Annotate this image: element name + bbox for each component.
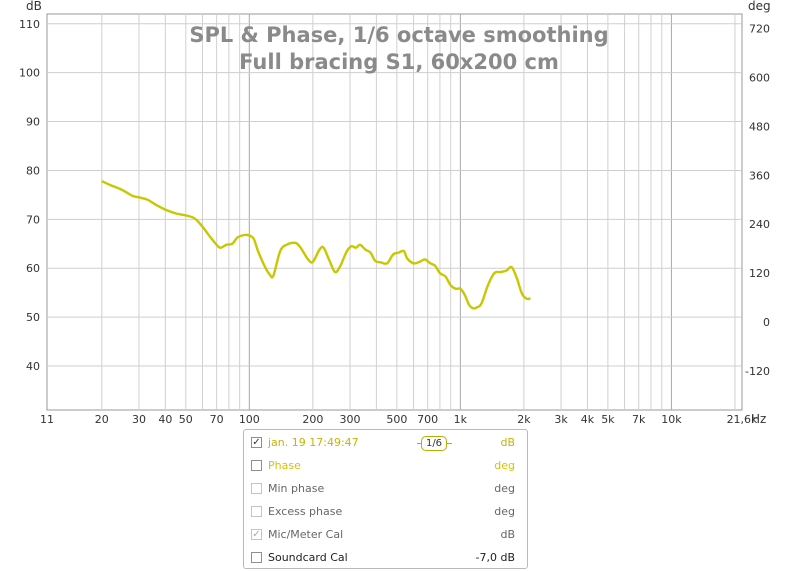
grid	[47, 14, 742, 410]
y-right-tick-label: 120	[749, 267, 770, 280]
excess-phase-unit: deg	[494, 505, 515, 518]
x-tick-label: 50	[179, 413, 193, 426]
chart-title-line-2: Full bracing S1, 60x200 cm	[239, 50, 559, 74]
x-tick-label: 700	[417, 413, 438, 426]
x-tick-label: 500	[386, 413, 407, 426]
plot-area	[46, 13, 743, 411]
mic-cal-checkbox[interactable]	[251, 529, 262, 540]
legend-row-phase[interactable]: Phase deg	[251, 457, 520, 475]
measurement-unit: dB	[500, 436, 515, 449]
x-tick-label: 11	[40, 413, 54, 426]
mic-cal-label: Mic/Meter Cal	[268, 528, 344, 541]
soundcard-cal-label: Soundcard Cal	[268, 551, 348, 564]
left-axis-unit: dB	[26, 0, 42, 13]
legend-panel: jan. 19 17:49:47 1/6 dB Phase deg Min ph…	[243, 429, 528, 569]
x-tick-label: 2k	[517, 413, 531, 426]
x-tick-label: 21,6k	[727, 413, 758, 426]
measurement-label: jan. 19 17:49:47	[268, 436, 359, 449]
legend-row-measurement[interactable]: jan. 19 17:49:47 1/6 dB	[251, 434, 520, 452]
x-tick-label: 100	[239, 413, 260, 426]
y-right-tick-label: 720	[749, 23, 770, 36]
phase-label: Phase	[268, 459, 301, 472]
y-left-tick-label: 80	[26, 164, 40, 177]
x-tick-label: 40	[158, 413, 172, 426]
y-left-tick-label: 110	[19, 18, 40, 31]
phase-checkbox[interactable]	[251, 460, 262, 471]
axis-ticks: 11 20 30 40 50 70 100 200 300 500 700 1k 2k 3k 4k 5k 7k 1…	[19, 18, 770, 426]
x-axis-unit: Hz	[751, 412, 766, 426]
x-tick-label: 200	[302, 413, 323, 426]
y-right-tick-label: 480	[749, 120, 770, 133]
x-tick-label: 70	[210, 413, 224, 426]
smoothing-badge[interactable]: 1/6	[421, 436, 447, 451]
x-tick-label: 5k	[601, 413, 615, 426]
legend-row-mic-cal[interactable]: Mic/Meter Cal dB	[251, 526, 520, 544]
right-axis-unit: deg	[748, 0, 771, 13]
x-tick-label: 300	[340, 413, 361, 426]
x-tick-label: 7k	[632, 413, 646, 426]
min-phase-checkbox[interactable]	[251, 483, 262, 494]
y-right-tick-label: -120	[745, 365, 770, 378]
min-phase-label: Min phase	[268, 482, 325, 495]
y-left-tick-label: 70	[26, 213, 40, 226]
legend-row-min-phase[interactable]: Min phase deg	[251, 480, 520, 498]
legend-row-soundcard-cal[interactable]: Soundcard Cal -7,0 dB	[251, 549, 520, 567]
legend-row-excess-phase[interactable]: Excess phase deg	[251, 503, 520, 521]
soundcard-cal-checkbox[interactable]	[251, 552, 262, 563]
y-left-tick-label: 100	[19, 67, 40, 80]
excess-phase-label: Excess phase	[268, 505, 343, 518]
phase-unit: deg	[494, 459, 515, 472]
y-right-tick-label: 600	[749, 72, 770, 85]
x-tick-label: 20	[95, 413, 109, 426]
y-right-tick-label: 0	[763, 316, 770, 329]
spl-series-line	[101, 180, 531, 310]
y-left-tick-label: 40	[26, 360, 40, 373]
soundcard-cal-value: -7,0 dB	[475, 551, 516, 564]
x-tick-label: 3k	[554, 413, 568, 426]
x-tick-label: 1k	[454, 413, 468, 426]
min-phase-unit: deg	[494, 482, 515, 495]
chart-title-line-1: SPL & Phase, 1/6 octave smoothing	[189, 23, 608, 47]
y-right-tick-label: 360	[749, 169, 770, 182]
x-tick-label: 30	[132, 413, 146, 426]
y-left-tick-label: 50	[26, 311, 40, 324]
excess-phase-checkbox[interactable]	[251, 506, 262, 517]
x-tick-label: 4k	[581, 413, 595, 426]
measurement-checkbox[interactable]	[251, 437, 262, 448]
x-tick-label: 10k	[661, 413, 682, 426]
y-left-tick-label: 90	[26, 116, 40, 129]
y-right-tick-label: 240	[749, 218, 770, 231]
y-left-tick-label: 60	[26, 262, 40, 275]
mic-cal-unit: dB	[500, 528, 515, 541]
